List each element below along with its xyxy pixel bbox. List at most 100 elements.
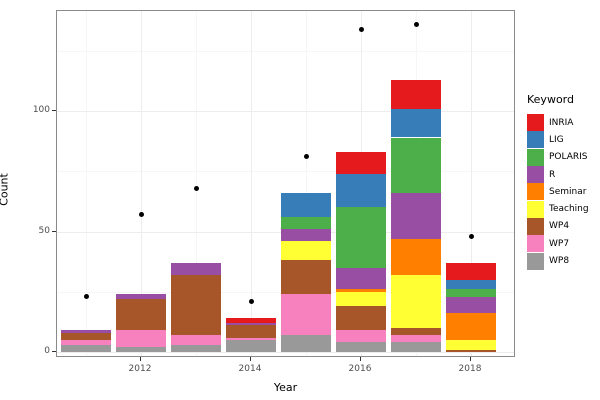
legend: Keyword INRIA LIG POLARIS R Seminar Teaching W… — [527, 93, 599, 270]
legend-swatch-icon — [527, 148, 544, 166]
gridline-minor-vertical — [196, 11, 197, 356]
x-axis-title: Year — [273, 381, 298, 394]
gridline-major-vertical — [471, 11, 472, 356]
legend-item-wp4: WP4 — [527, 217, 599, 235]
data-point-dot — [358, 26, 364, 32]
bar-segment-r-2013 — [171, 262, 221, 275]
bar-segment-teaching-2018 — [446, 339, 496, 350]
y-tick-label: 100 — [32, 105, 50, 115]
bar-segment-wp7-2011 — [61, 339, 111, 345]
legend-swatch-icon — [527, 183, 544, 201]
bar-segment-wp4-2018 — [446, 349, 496, 352]
x-tick-label: 2016 — [348, 364, 372, 374]
bar-segment-wp7-2016 — [336, 330, 386, 343]
bar-segment-inria-2014 — [226, 318, 276, 324]
legend-item-label: POLARIS — [549, 152, 588, 163]
bar-segment-r-2016 — [336, 267, 386, 290]
bar-segment-wp7-2013 — [171, 335, 221, 345]
legend-title: Keyword — [527, 93, 574, 106]
data-point-dot — [83, 294, 89, 300]
legend-swatch-icon — [527, 235, 544, 253]
bar-segment-wp4-2016 — [336, 306, 386, 331]
legend-item-polaris: POLARIS — [527, 148, 599, 166]
bar-segment-lig-2017 — [391, 108, 441, 138]
x-tick-label: 2014 — [238, 364, 262, 374]
legend-swatch-icon — [527, 131, 544, 149]
bar-segment-lig-2018 — [446, 279, 496, 290]
bar-segment-seminar-2017 — [391, 238, 441, 275]
legend-item-label: Teaching — [549, 204, 589, 215]
y-tick-label: 0 — [44, 346, 50, 356]
data-point-dot — [138, 212, 144, 218]
legend-swatch-icon — [527, 217, 544, 235]
y-axis-title: Count — [0, 173, 11, 206]
legend-item-label: R — [549, 169, 556, 180]
legend-item-wp7: WP7 — [527, 235, 599, 253]
bar-segment-polaris-2018 — [446, 289, 496, 297]
bar-segment-wp8-2014 — [226, 339, 276, 352]
bar-segment-wp7-2014 — [226, 337, 276, 340]
x-tick-mark — [360, 357, 361, 361]
bar-segment-wp7-2015 — [281, 294, 331, 336]
legend-swatch-icon — [527, 114, 544, 132]
legend-item-seminar: Seminar — [527, 183, 599, 201]
y-tick-label: 50 — [38, 225, 50, 236]
x-tick-label: 2018 — [458, 364, 482, 374]
gridline-minor-horizontal — [57, 50, 514, 52]
x-tick-mark — [470, 357, 471, 361]
data-point-dot — [468, 233, 474, 239]
bar-segment-teaching-2017 — [391, 274, 441, 328]
bar-segment-r-2017 — [391, 192, 441, 239]
bar-segment-wp4-2014 — [226, 325, 276, 338]
bar-segment-wp8-2015 — [281, 335, 331, 352]
legend-item-label: WP4 — [549, 221, 570, 232]
bar-segment-teaching-2015 — [281, 241, 331, 261]
gridline-major-vertical — [251, 11, 252, 356]
bar-segment-r-2014 — [226, 323, 276, 326]
bar-segment-wp8-2012 — [116, 347, 166, 352]
legend-swatch-icon — [527, 200, 544, 218]
bar-segment-r-2012 — [116, 294, 166, 299]
bar-segment-inria-2018 — [446, 262, 496, 280]
bar-segment-lig-2015 — [281, 192, 331, 218]
gridline-major-vertical — [141, 11, 142, 356]
data-point-dot — [303, 154, 309, 160]
plot-panel — [56, 10, 515, 357]
bar-segment-wp7-2017 — [391, 335, 441, 343]
bar-segment-wp7-2012 — [116, 330, 166, 348]
legend-item-wp8: WP8 — [527, 252, 599, 270]
legend-item-teaching: Teaching — [527, 200, 599, 218]
gridline-major-horizontal — [57, 352, 514, 353]
bar-segment-wp8-2011 — [61, 344, 111, 352]
gridline-minor-horizontal — [57, 171, 514, 173]
bar-segment-wp8-2016 — [336, 342, 386, 352]
y-tick-mark — [52, 230, 56, 232]
legend-item-inria: INRIA — [527, 114, 599, 132]
bar-segment-teaching-2016 — [336, 291, 386, 307]
bar-segment-polaris-2016 — [336, 207, 386, 268]
bar-segment-polaris-2015 — [281, 217, 331, 230]
gridline-major-horizontal — [57, 111, 514, 112]
bar-segment-lig-2016 — [336, 173, 386, 208]
y-tick-mark — [52, 110, 56, 111]
y-tick-mark — [52, 351, 56, 352]
bar-segment-seminar-2018 — [446, 313, 496, 340]
bar-segment-wp4-2017 — [391, 327, 441, 336]
x-tick-label: 2012 — [128, 364, 152, 374]
legend-item-label: INRIA — [549, 117, 574, 128]
gridline-minor-vertical — [86, 11, 87, 356]
legend-items: INRIA LIG POLARIS R Seminar Teaching WP4 WP7 WP8 — [527, 114, 599, 270]
bar-segment-wp8-2017 — [391, 342, 441, 352]
legend-swatch-icon — [527, 166, 544, 184]
legend-item-label: WP7 — [549, 238, 570, 249]
data-point-dot — [193, 185, 199, 191]
legend-item-label: LIG — [549, 134, 564, 145]
bar-segment-seminar-2016 — [336, 289, 386, 292]
bar-segment-wp4-2011 — [61, 332, 111, 340]
bar-segment-r-2015 — [281, 229, 331, 242]
legend-item-label: Seminar — [549, 186, 587, 197]
legend-item-lig: LIG — [527, 131, 599, 149]
data-point-dot — [413, 21, 419, 27]
bar-segment-polaris-2017 — [391, 137, 441, 193]
